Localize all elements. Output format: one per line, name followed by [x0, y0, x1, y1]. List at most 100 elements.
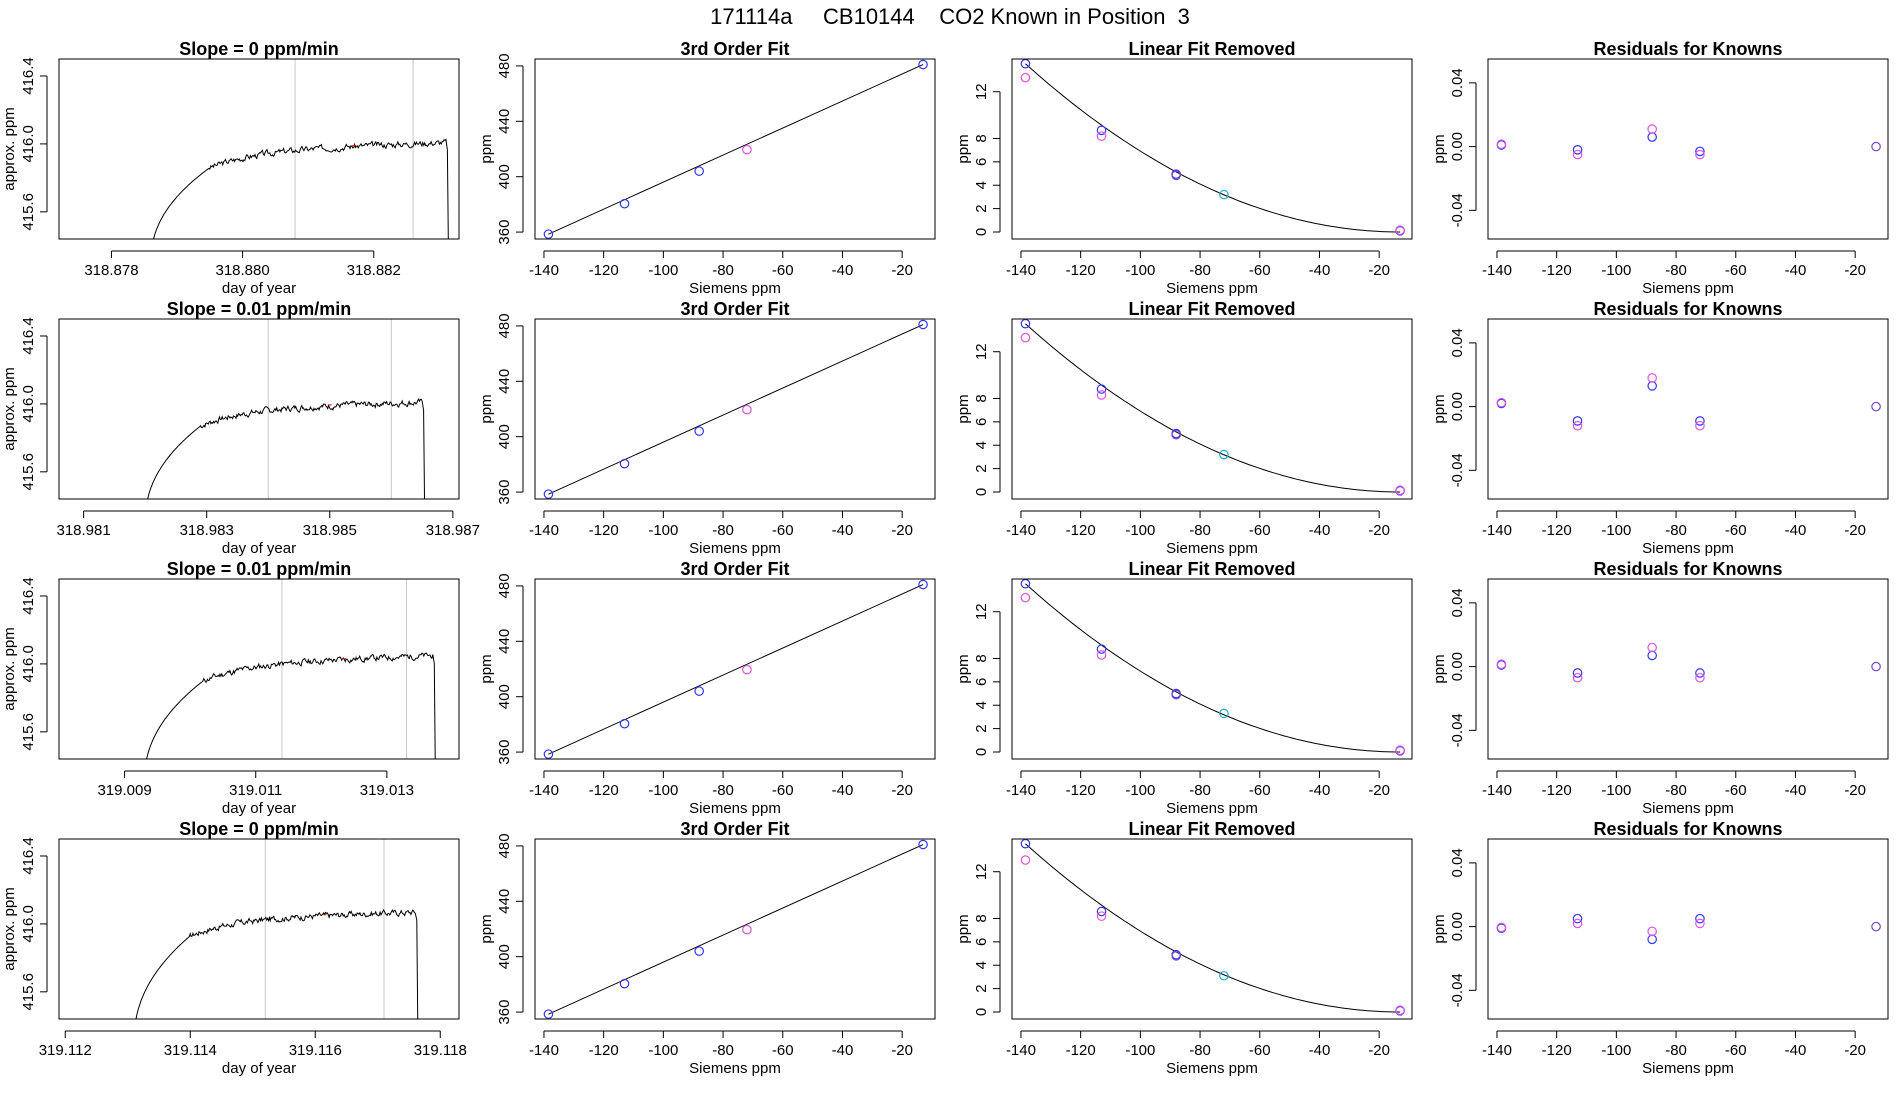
- data-point: [742, 924, 752, 935]
- x-tick-label: -40: [1309, 782, 1331, 799]
- y-tick-label: 416.0: [20, 645, 37, 683]
- x-tick-label: 318.981: [56, 522, 110, 539]
- chart-panel: Residuals for Knowns -140 -120 -100 -80 -60 -4…: [1431, 559, 1889, 817]
- y-axis: 0 2 4 6 8 12: [973, 863, 1001, 1016]
- fit-curve: [1025, 583, 1401, 753]
- x-tick-label: -100: [1601, 262, 1631, 279]
- chart-panel: 3rd Order Fit -140 -120 -100 -80 -60 -40 -20 Sie…: [478, 39, 936, 297]
- y-tick-label: 0.04: [1449, 328, 1466, 357]
- data-point: [1695, 668, 1705, 678]
- x-tick-label: -100: [1125, 1042, 1155, 1059]
- data-point: [1496, 397, 1507, 408]
- data-point: [1572, 420, 1583, 431]
- x-axis: -140 -120 -100 -80 -60 -40 -20: [1006, 510, 1390, 539]
- x-axis-label: Siemens ppm: [1642, 280, 1734, 297]
- plot-frame: [58, 318, 460, 500]
- y-tick-label: 415.6: [20, 453, 37, 491]
- y-tick-label: 415.6: [20, 193, 37, 231]
- x-tick-label: -140: [529, 262, 559, 279]
- x-tick-label: -40: [1309, 522, 1331, 539]
- plot-frame: [1011, 58, 1413, 240]
- data-point: [1219, 708, 1229, 719]
- x-tick-label: -140: [1006, 262, 1036, 279]
- plot-frame: [534, 838, 936, 1020]
- x-axis-label: Siemens ppm: [1642, 540, 1734, 557]
- x-tick-label: -80: [1665, 782, 1687, 799]
- chart-title: Linear Fit Removed: [1128, 39, 1295, 59]
- data-point: [1171, 689, 1181, 700]
- fit-curve: [1025, 843, 1401, 1013]
- y-axis: 360 400 440 480: [496, 573, 524, 765]
- data-point: [1020, 592, 1031, 603]
- y-axis: -0.04 0.00 0.04: [1449, 68, 1477, 227]
- x-tick-label: -20: [891, 262, 913, 279]
- y-axis-label: ppm: [955, 654, 972, 683]
- y-tick-label: 440: [496, 369, 513, 394]
- data-point: [1695, 146, 1705, 157]
- x-tick-label: -120: [1542, 522, 1572, 539]
- data-point: [1219, 189, 1229, 200]
- x-tick-label: 319.112: [39, 1042, 92, 1059]
- y-tick-label: 0: [973, 228, 990, 236]
- x-tick-label: -60: [1249, 1042, 1271, 1059]
- data-point: [619, 198, 630, 209]
- y-tick-label: 480: [496, 573, 513, 598]
- data-point: [1395, 485, 1405, 496]
- data-point: [543, 1009, 554, 1019]
- data-point: [543, 229, 554, 239]
- plot-frame: [1487, 838, 1889, 1020]
- data-point: [1395, 225, 1405, 236]
- x-tick-label: -20: [891, 522, 913, 539]
- y-axis: 415.6 416.0 416.4: [20, 837, 48, 1011]
- data-point: [619, 718, 630, 729]
- y-tick-label: 416.0: [20, 385, 37, 423]
- plot-frame: [1487, 318, 1889, 500]
- x-axis: -140 -120 -100 -80 -60 -40 -20: [529, 510, 913, 539]
- data-point: [1871, 141, 1881, 152]
- data-point: [1096, 384, 1107, 394]
- y-tick-label: 416.4: [20, 577, 37, 615]
- data-point: [1572, 149, 1583, 160]
- x-tick-label: -140: [529, 782, 559, 799]
- y-tick-label: 0: [973, 488, 990, 496]
- chart-title: 3rd Order Fit: [680, 299, 789, 319]
- data-point: [1647, 926, 1657, 937]
- x-tick-label: -20: [1844, 522, 1866, 539]
- chart-panel: 3rd Order Fit -140 -120 -100 -80 -60 -40 -20 Sie…: [478, 559, 936, 817]
- data-point: [1695, 420, 1705, 431]
- y-axis: -0.04 0.00 0.04: [1449, 588, 1477, 747]
- y-tick-label: 2: [973, 464, 990, 472]
- data-point: [694, 426, 704, 436]
- x-tick-label: 318.880: [215, 262, 269, 279]
- chart-title: Slope = 0 ppm/min: [179, 819, 339, 839]
- data-point: [1096, 131, 1107, 141]
- y-axis-label: ppm: [1431, 654, 1448, 683]
- x-tick-label: -60: [1249, 522, 1271, 539]
- chart-title: Residuals for Knowns: [1593, 299, 1782, 319]
- x-tick-label: -120: [1542, 1042, 1572, 1059]
- x-tick-label: -60: [1725, 262, 1747, 279]
- data-point: [1695, 416, 1705, 426]
- x-tick-label: -140: [1006, 1042, 1036, 1059]
- data-point: [1171, 429, 1181, 440]
- y-tick-label: -0.04: [1449, 453, 1466, 487]
- data-point: [1096, 911, 1107, 921]
- x-tick-label: 318.987: [426, 522, 480, 539]
- x-tick-label: -20: [1844, 1042, 1866, 1059]
- x-tick-label: -40: [832, 782, 854, 799]
- chart-panel: Residuals for Knowns -140 -120 -100 -80 -60 -4…: [1431, 819, 1889, 1077]
- x-tick-label: -80: [712, 262, 734, 279]
- data-point: [1395, 1005, 1405, 1016]
- x-tick-label: -60: [772, 262, 794, 279]
- y-tick-label: 6: [973, 678, 990, 686]
- y-axis-label: ppm: [955, 914, 972, 943]
- y-axis-label: ppm: [478, 394, 495, 423]
- y-tick-label: 400: [496, 684, 513, 709]
- data-point: [1871, 401, 1881, 412]
- y-tick-label: 480: [496, 833, 513, 858]
- x-tick-label: -80: [1665, 522, 1687, 539]
- x-tick-label: -60: [772, 1042, 794, 1059]
- y-tick-label: 0: [973, 748, 990, 756]
- chart-title: Slope = 0 ppm/min: [179, 39, 339, 59]
